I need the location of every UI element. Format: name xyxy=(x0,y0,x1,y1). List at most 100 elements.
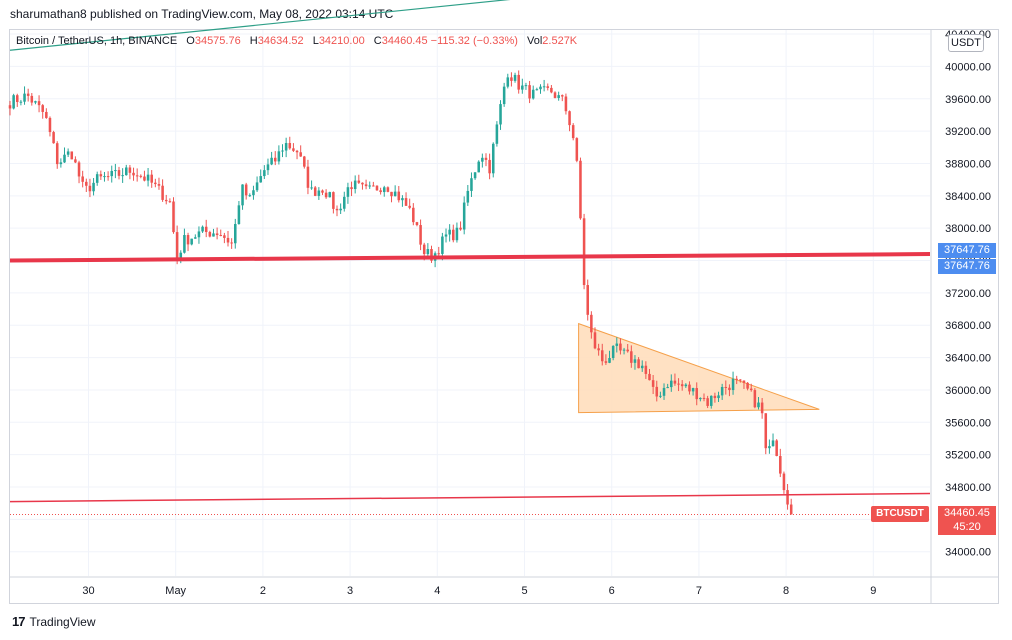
candle-body xyxy=(226,237,230,243)
candle-body xyxy=(313,187,317,196)
candle-body xyxy=(404,198,408,206)
candle-body xyxy=(186,235,190,245)
symbol-legend[interactable]: Bitcoin / TetherUS, 1h, BINANCE O34575.7… xyxy=(16,35,577,47)
candle-body xyxy=(786,490,789,505)
candle-body xyxy=(125,167,128,176)
candle-body xyxy=(717,395,720,399)
candle-body xyxy=(739,379,742,381)
candle-body xyxy=(45,111,48,118)
chart-frame xyxy=(9,29,999,604)
candle-body xyxy=(110,170,114,177)
candle-body xyxy=(379,190,382,193)
candle-body xyxy=(768,446,771,449)
candle-body xyxy=(303,156,306,167)
candle-body xyxy=(248,195,252,197)
candle-body xyxy=(350,187,353,190)
candle-body xyxy=(648,373,651,381)
y-tick-label: 39600.00 xyxy=(945,94,991,106)
y-tick-label: 34800.00 xyxy=(945,482,991,494)
candle-body xyxy=(317,190,321,196)
candle-body xyxy=(662,387,666,396)
candle-body xyxy=(353,180,357,190)
last-price-badge: 34460.45 xyxy=(938,506,996,521)
candle-body xyxy=(506,77,510,87)
level-price-badge-2: 37647.76 xyxy=(938,259,996,274)
candle-body xyxy=(590,314,593,333)
candle-body xyxy=(168,201,172,203)
trend-line[interactable] xyxy=(9,0,607,51)
candle-body xyxy=(241,184,244,206)
candle-body xyxy=(397,191,401,201)
y-tick-label: 37200.00 xyxy=(945,288,991,300)
candle-body xyxy=(55,143,59,165)
candle-body xyxy=(695,388,699,400)
candle-body xyxy=(513,74,517,81)
candle-body xyxy=(266,164,270,171)
candle-body xyxy=(26,93,30,96)
candle-body xyxy=(161,185,164,200)
candle-body xyxy=(172,201,175,233)
candle-body xyxy=(666,387,669,389)
tradingview-brand[interactable]: 17 TradingView xyxy=(12,614,96,629)
candle-body xyxy=(608,358,611,363)
candle-body xyxy=(390,191,393,197)
x-tick-label: 7 xyxy=(696,585,702,597)
candle-body xyxy=(252,190,255,196)
support-line[interactable] xyxy=(9,492,931,503)
candle-body xyxy=(408,205,411,208)
candle-body xyxy=(30,95,34,103)
candle-body xyxy=(393,191,397,197)
candle-body xyxy=(154,182,157,185)
candle-body xyxy=(237,205,241,225)
price-axis: 40400.0040000.0039600.0039200.0038800.00… xyxy=(945,29,991,559)
x-tick-label: May xyxy=(165,585,186,597)
candle-body xyxy=(157,184,161,186)
candle-body xyxy=(720,386,724,396)
candle-body xyxy=(332,192,335,209)
low-value: 34210.00 xyxy=(318,35,365,47)
candle-body xyxy=(324,192,328,198)
candle-body xyxy=(34,101,37,103)
high-label: H xyxy=(249,35,258,47)
candle-body xyxy=(651,380,655,387)
candle-body xyxy=(539,86,542,90)
candle-body xyxy=(41,105,44,112)
candle-body xyxy=(699,397,702,400)
candle-body xyxy=(561,95,564,97)
volume-label: Vol xyxy=(526,35,543,47)
candle-body xyxy=(259,176,262,183)
candle-body xyxy=(74,159,77,163)
candle-body xyxy=(488,159,491,174)
candle-body xyxy=(575,138,579,161)
x-tick-label: 9 xyxy=(870,585,876,597)
candles xyxy=(8,70,793,515)
candle-body xyxy=(204,226,208,233)
candle-body xyxy=(219,235,223,237)
candle-body xyxy=(477,161,480,173)
level-price-badge-1: 37647.76 xyxy=(938,243,996,258)
candle-body xyxy=(164,199,168,202)
x-tick-label: 2 xyxy=(260,585,266,597)
candle-body xyxy=(495,124,499,144)
candle-body xyxy=(357,180,361,183)
candle-body xyxy=(255,182,259,191)
candle-body xyxy=(604,361,608,363)
candle-body xyxy=(782,473,786,491)
drawings-front xyxy=(9,0,931,515)
currency-button[interactable]: USDT xyxy=(948,34,984,52)
resistance-level-line[interactable] xyxy=(9,252,931,263)
candle-body xyxy=(234,224,237,244)
candle-body xyxy=(481,157,484,162)
candle-body xyxy=(749,388,753,391)
candle-body xyxy=(546,86,550,88)
candle-body xyxy=(183,235,186,253)
open-label: O xyxy=(186,35,195,47)
candle-body xyxy=(637,359,640,369)
candle-body xyxy=(517,74,520,90)
candle-body xyxy=(677,383,680,385)
descending-triangle-pattern[interactable] xyxy=(578,322,820,414)
candle-body xyxy=(684,384,688,387)
candle-body xyxy=(59,162,63,165)
candle-body xyxy=(85,181,88,186)
